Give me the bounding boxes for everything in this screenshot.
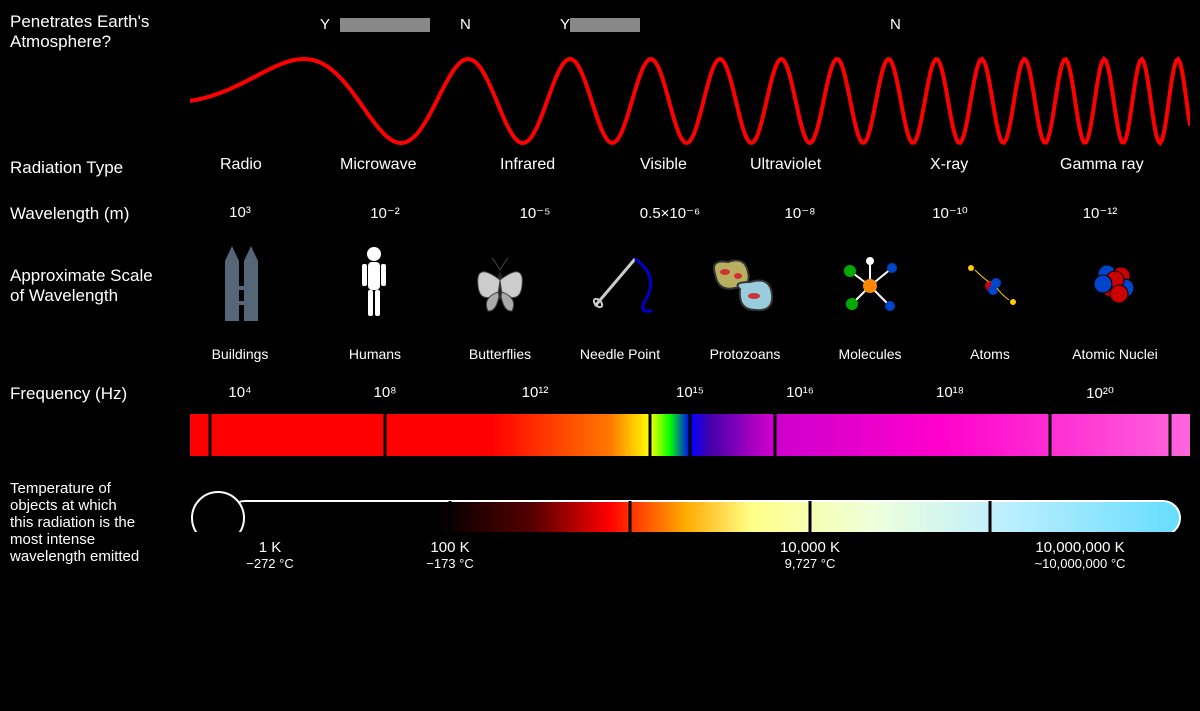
- radtype-radio: Radio: [220, 156, 262, 174]
- frequency-value: 10¹²: [522, 384, 549, 401]
- nucleus-icon: [1094, 265, 1134, 303]
- wavelength-value: 10⁻⁸: [785, 204, 816, 222]
- radtype-infrared: Infrared: [500, 156, 555, 174]
- radtype-label: Radiation Type: [10, 158, 180, 178]
- wavelength-value: 0.5×10⁻⁶: [640, 204, 700, 222]
- scale-caption: Molecules: [838, 346, 901, 362]
- scale-caption: Atomic Nuclei: [1072, 346, 1158, 362]
- scale-caption: Buildings: [212, 346, 269, 362]
- needle-icon: [592, 259, 652, 311]
- radtype-ultraviolet: Ultraviolet: [750, 156, 821, 174]
- frequency-value: 10²⁰: [1086, 384, 1114, 402]
- temp-label: 1 K−272 °C: [246, 539, 293, 571]
- penetrate-y1: Y: [320, 16, 330, 33]
- wavelength-label: Wavelength (m): [10, 204, 180, 224]
- wavelength-value: 10⁻⁵: [520, 204, 551, 222]
- penetrate-n1: N: [460, 16, 471, 33]
- scale-label: Approximate Scale of Wavelength: [10, 266, 180, 306]
- atom-icon: [968, 265, 1016, 305]
- radtype-gamma-ray: Gamma ray: [1060, 156, 1144, 174]
- scale-caption: Butterflies: [469, 346, 531, 362]
- human-icon: [362, 247, 386, 316]
- building-icon: [225, 246, 258, 321]
- scale-caption: Humans: [349, 346, 401, 362]
- penetrate-box2: [570, 18, 640, 32]
- wave-svg: [190, 46, 1190, 156]
- wavelength-value: 10⁻¹⁰: [932, 204, 968, 222]
- radtype-visible: Visible: [640, 156, 687, 174]
- wavelength-value: 10⁻¹²: [1083, 204, 1118, 222]
- temp-label: 100 K−173 °C: [426, 539, 473, 571]
- molecule-icon: [844, 257, 897, 311]
- temperature-bar: [190, 490, 1190, 532]
- radtype-x-ray: X-ray: [930, 156, 968, 174]
- frequency-value: 10¹⁸: [936, 384, 964, 401]
- frequency-value: 10¹⁶: [786, 384, 814, 401]
- scale-caption: Atoms: [970, 346, 1010, 362]
- wavelength-value: 10³: [229, 204, 251, 221]
- frequency-value: 10⁸: [373, 384, 396, 401]
- temp-label: 10,000 K9,727 °C: [780, 539, 840, 571]
- frequency-value: 10⁴: [228, 384, 251, 401]
- wavelength-value: 10⁻²: [370, 204, 400, 222]
- scale-icons: [190, 236, 1190, 326]
- penetrate-box1: [340, 18, 430, 32]
- scale-caption: Protozoans: [710, 346, 781, 362]
- frequency-label: Frequency (Hz): [10, 384, 180, 404]
- radtype-microwave: Microwave: [340, 156, 416, 174]
- frequency-value: 10¹⁵: [676, 384, 704, 401]
- temperature-label: Temperature of objects at which this rad…: [10, 480, 180, 565]
- penetrate-n2: N: [890, 16, 901, 33]
- penetrate-y2: Y: [560, 16, 570, 33]
- spectrum-bar: [190, 414, 1190, 456]
- protozoan-icon: [714, 260, 772, 310]
- scale-caption: Needle Point: [580, 346, 660, 362]
- butterfly-icon: [478, 258, 523, 311]
- temp-label: 10,000,000 K~10,000,000 °C: [1035, 539, 1126, 571]
